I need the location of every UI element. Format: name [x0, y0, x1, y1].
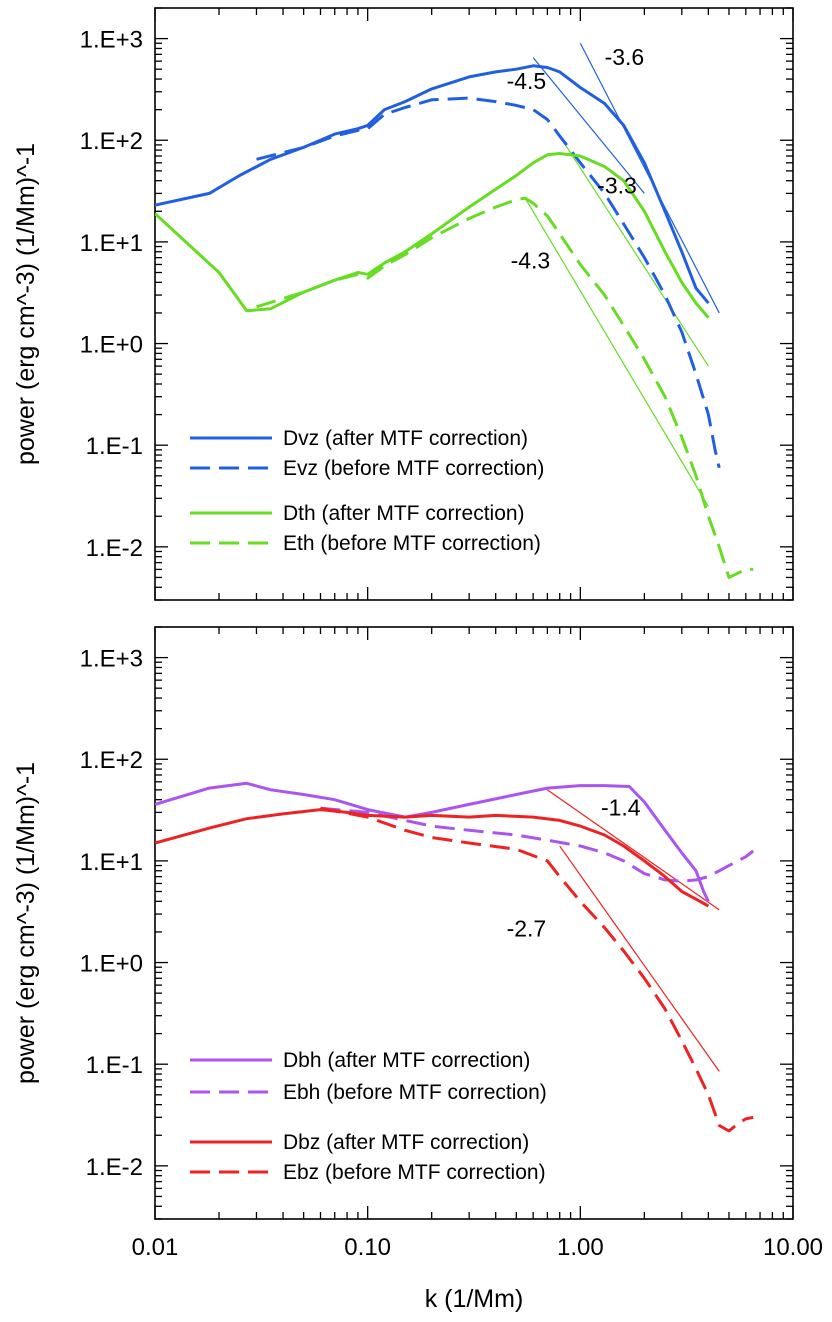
y-axis-label: power (erg cm^-3) (1/Mm)^-1 — [12, 762, 40, 1084]
slope-label: -1.4 — [601, 794, 641, 820]
slope-label: -3.3 — [597, 172, 637, 198]
series-line — [155, 781, 710, 903]
fit-line — [524, 197, 709, 507]
x-axis-label: k (1/Mm) — [425, 1285, 524, 1313]
x-tick-label: 1.00 — [557, 1234, 604, 1261]
x-tick-label: 0.01 — [132, 1234, 179, 1261]
y-tick-label: 1.E-2 — [86, 1154, 143, 1181]
legend-label: Ebz (before MTF correction) — [283, 1161, 546, 1184]
plot-area — [155, 781, 755, 1133]
legend-label: Dth (after MTF correction) — [283, 502, 525, 525]
y-tick-label: 1.E+0 — [80, 951, 143, 978]
slope-label: -2.7 — [507, 916, 547, 942]
y-tick-label: 1.E+3 — [80, 27, 143, 54]
bottom-panel: 1.E+3 1.E+2 1.E+1 1.E+0 1.E-1 1.E-2 0.01 0.10 1.… — [12, 626, 823, 1313]
legend-label: Ebh (before MTF correction) — [283, 1081, 547, 1104]
plot-area — [155, 42, 754, 579]
legend-label: Eth (before MTF correction) — [283, 532, 541, 555]
fit-line — [547, 789, 720, 911]
y-tick-label: 1.E+2 — [80, 747, 143, 774]
fit-line — [559, 845, 720, 1072]
series-line — [320, 806, 755, 883]
y-tick-label: 1.E+3 — [80, 646, 143, 673]
y-tick-label: 1.E-1 — [86, 1052, 143, 1079]
y-axis-label: power (erg cm^-3) (1/Mm)^-1 — [12, 143, 40, 465]
plot-frame — [154, 7, 794, 601]
slope-label: -3.6 — [605, 44, 645, 70]
y-tick-label: 1.E+0 — [80, 332, 143, 359]
series-line — [320, 806, 754, 1133]
series-line — [256, 96, 721, 469]
y-tick-label: 1.E-1 — [86, 433, 143, 460]
series-line — [256, 196, 754, 579]
legend-label: Dbh (after MTF correction) — [283, 1049, 530, 1072]
y-tick-label: 1.E+2 — [80, 128, 143, 155]
slope-label: -4.5 — [507, 68, 547, 94]
x-tick-label: 10.00 — [763, 1234, 823, 1261]
series-line — [155, 808, 710, 908]
plot-frame — [154, 626, 794, 1220]
fit-line — [532, 57, 645, 194]
slope-label: -4.3 — [511, 247, 551, 273]
legend-label: Evz (before MTF correction) — [283, 457, 544, 480]
series-line — [155, 152, 710, 319]
y-tick-label: 1.E-2 — [86, 535, 143, 562]
legend-label: Dbz (after MTF correction) — [283, 1131, 529, 1154]
y-tick-label: 1.E+1 — [80, 230, 143, 257]
x-tick-label: 0.10 — [344, 1234, 391, 1261]
fit-line — [559, 135, 709, 367]
y-tick-label: 1.E+1 — [80, 849, 143, 876]
legend-label: Dvz (after MTF correction) — [283, 427, 528, 450]
top-panel: 1.E+3 1.E+2 1.E+1 1.E+0 1.E-1 1.E-2 power (erg… — [12, 7, 794, 601]
